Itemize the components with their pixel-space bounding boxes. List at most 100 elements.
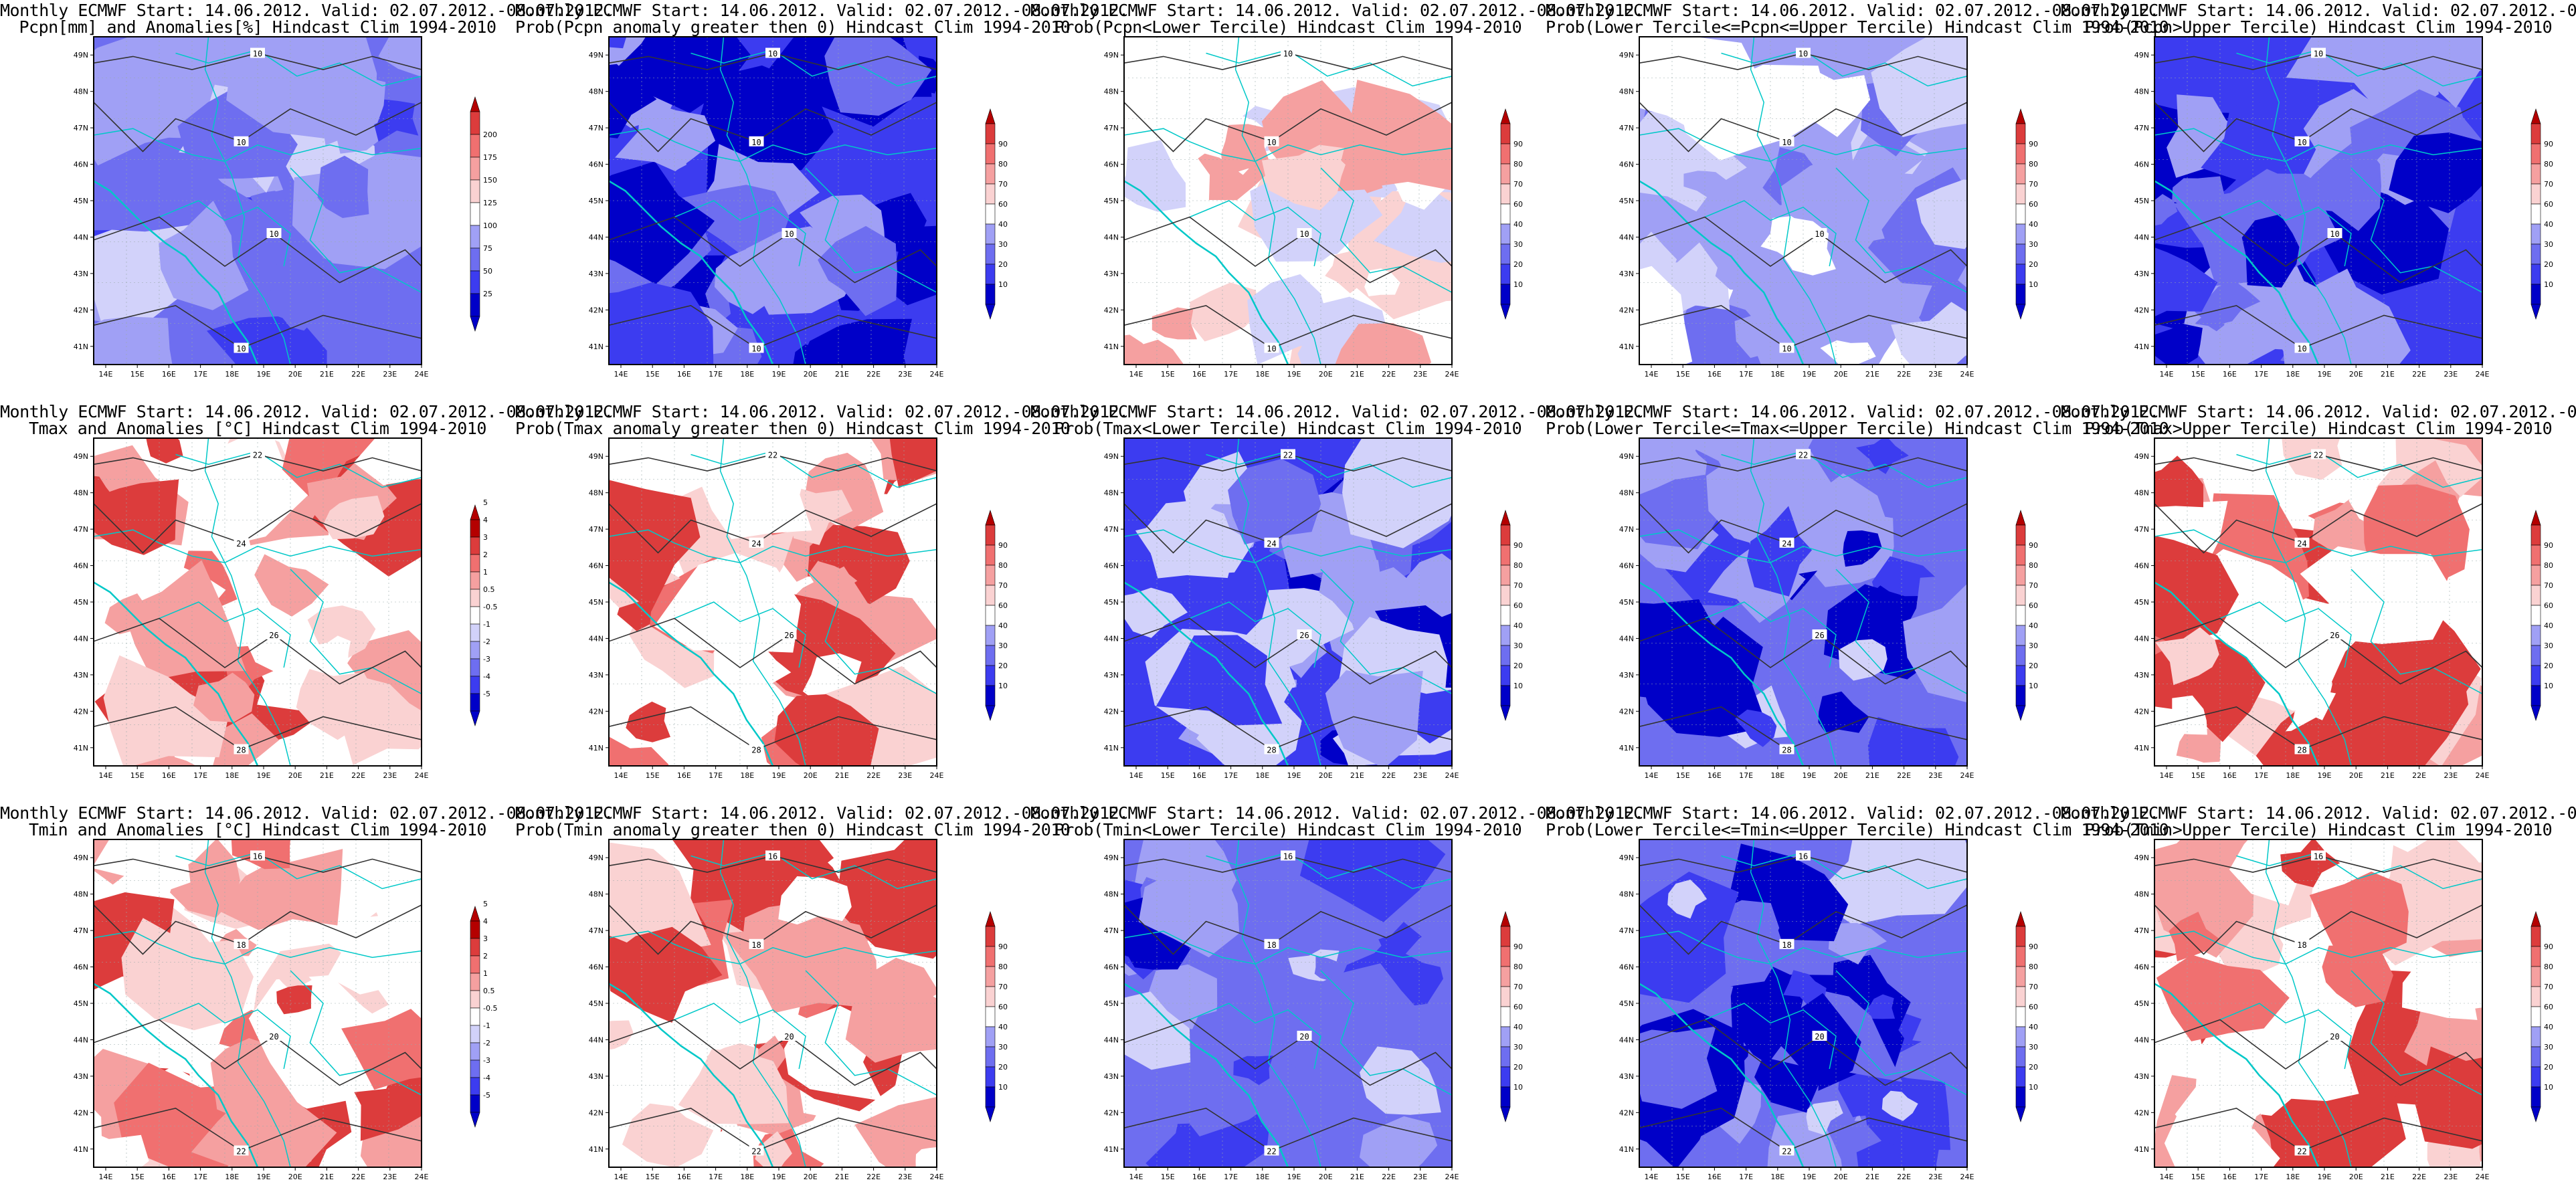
colorbar-label: 20 (2029, 662, 2038, 670)
lon-tick-label: 15E (646, 1173, 660, 1181)
lat-tick-label: 48N (589, 489, 604, 498)
lat-tick-label: 41N (74, 342, 88, 351)
panel-title-line2: Prob(Pcpn>Upper Tercile) Hindcast Clim 1… (2084, 17, 2553, 37)
colorbar-label: 20 (998, 662, 1008, 670)
shaded-field: 22 24 26 28 (2154, 438, 2482, 766)
lon-tick-label: 20E (804, 1173, 818, 1181)
lat-tick-label: 43N (1619, 671, 1634, 680)
country-border (94, 128, 422, 162)
country-border (1320, 970, 1452, 1096)
colorbar-label: 125 (483, 199, 497, 207)
country-border (1206, 450, 1452, 488)
colorbar-label: 0.5 (483, 987, 495, 995)
colorbar-label: 40 (2544, 220, 2553, 229)
lon-tick-label: 17E (1739, 1173, 1753, 1181)
contour-label: 10 (236, 138, 246, 147)
country-border (2219, 601, 2352, 668)
lon-tick-label: 24E (930, 1173, 944, 1181)
lon-tick-label: 19E (257, 1173, 271, 1181)
lon-tick-label: 16E (162, 771, 176, 780)
lon-tick-label: 23E (2444, 1173, 2458, 1181)
colorbar-label: 20 (1513, 662, 1523, 670)
lon-tick-label: 14E (2160, 771, 2174, 780)
lat-tick-label: 47N (1104, 926, 1119, 935)
colorbar-label: 70 (998, 180, 1008, 189)
lon-tick-label: 21E (1350, 370, 1364, 379)
lat-tick-label: 41N (589, 1145, 604, 1154)
colorbar-label: 70 (2029, 983, 2038, 991)
lat-tick-label: 47N (2134, 926, 2149, 935)
coastline (609, 581, 774, 766)
lat-tick-label: 45N (2134, 999, 2149, 1008)
colorbar-label: 30 (1513, 1043, 1523, 1051)
lat-tick-label: 41N (2134, 1145, 2149, 1154)
contour-label: 28 (751, 746, 761, 755)
colorbar-label: 20 (2029, 1063, 2038, 1072)
lon-tick-label: 21E (320, 1173, 334, 1181)
colorbar-label: 40 (1513, 220, 1523, 229)
lat-tick-label: 47N (589, 124, 604, 132)
contour-label: 22 (1799, 451, 1808, 460)
panel-title-line1: Monthly ECMWF Start: 14.06.2012. Valid: … (0, 1, 614, 20)
coastline (1639, 983, 1805, 1167)
colorbar-label: 60 (2029, 601, 2038, 610)
lon-tick-label: 16E (1192, 1173, 1206, 1181)
contour-label: 10 (1267, 344, 1276, 354)
lon-tick-label: 24E (415, 1173, 429, 1181)
panel-title-line1: Monthly ECMWF Start: 14.06.2012. Valid: … (1030, 803, 1644, 823)
colorbar-label: 4 (483, 516, 488, 524)
contour-label: 22 (751, 1147, 761, 1157)
lon-tick-label: 21E (1865, 1173, 1879, 1181)
colorbar-label: 50 (483, 267, 492, 276)
lon-tick-label: 24E (1960, 1173, 1974, 1181)
lon-tick-label: 24E (2476, 370, 2490, 379)
colorbar-label: 70 (2544, 983, 2553, 991)
contour-label: 20 (1299, 1032, 1309, 1041)
lon-tick-label: 20E (288, 370, 302, 379)
lon-tick-label: 20E (1834, 771, 1848, 780)
lon-tick-label: 23E (1928, 370, 1942, 379)
coastline (1124, 983, 1289, 1167)
lat-tick-label: 45N (1619, 197, 1634, 205)
colorbar-label: 10 (2544, 1083, 2553, 1092)
lon-tick-label: 17E (709, 771, 723, 780)
lon-tick-label: 17E (193, 1173, 207, 1181)
contour-label: 20 (784, 1032, 794, 1041)
lat-tick-label: 43N (74, 671, 88, 680)
contour-label: 20 (269, 1032, 278, 1041)
contour-label: 20 (1815, 1032, 1824, 1041)
panel-title-line2: Prob(Lower Tercile<=Pcpn<=Upper Tercile)… (1546, 17, 2169, 37)
lat-tick-label: 45N (1619, 999, 1634, 1008)
panel-title-line1: Monthly ECMWF Start: 14.06.2012. Valid: … (2061, 803, 2576, 823)
shaded-field: 10 10 10 10 (609, 37, 937, 365)
colorbar-label: 60 (1513, 200, 1523, 209)
lat-tick-label: 44N (74, 634, 88, 643)
lat-tick-label: 45N (589, 197, 604, 205)
country-border (1704, 1003, 1837, 1070)
lon-tick-label: 16E (677, 370, 691, 379)
colorbar-label: 0.5 (483, 585, 495, 594)
country-border (1320, 167, 1452, 293)
lon-tick-label: 18E (225, 370, 239, 379)
lon-tick-label: 14E (99, 771, 113, 780)
lat-tick-label: 46N (74, 963, 88, 972)
lat-tick-label: 48N (2134, 88, 2149, 96)
lat-tick-label: 44N (589, 1035, 604, 1044)
lat-tick-label: 44N (74, 233, 88, 241)
country-border (2351, 970, 2482, 1096)
colorbar-label: 90 (2544, 942, 2553, 951)
lon-tick-label: 22E (1382, 1173, 1396, 1181)
lat-tick-label: 46N (1619, 562, 1634, 571)
lat-tick-label: 48N (2134, 489, 2149, 498)
coastline (2154, 581, 2320, 766)
country-border (2154, 930, 2482, 965)
coastline (2154, 983, 2320, 1167)
lon-tick-label: 22E (1382, 370, 1396, 379)
contour-label: 26 (1299, 631, 1309, 640)
lat-tick-label: 47N (1104, 124, 1119, 132)
lon-tick-label: 24E (415, 771, 429, 780)
colorbar-label: -4 (483, 1074, 490, 1082)
country-border (1835, 569, 1967, 694)
contour-label: 22 (1782, 1147, 1791, 1157)
colorbar: -5 -4 -3 -2 -1 -0.5 0.5 1 2 3 4 5 (470, 498, 497, 726)
